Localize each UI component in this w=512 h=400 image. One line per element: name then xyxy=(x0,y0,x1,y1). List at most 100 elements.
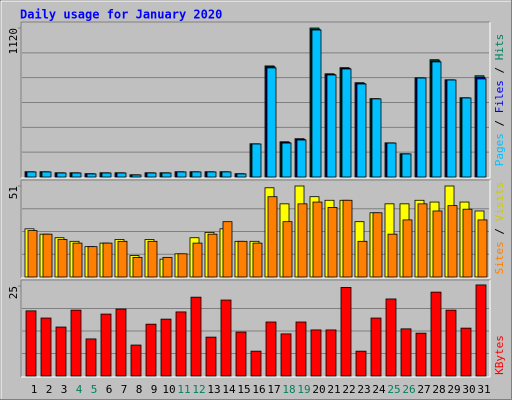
x-tick-label: 23 xyxy=(357,383,370,396)
bar xyxy=(40,317,52,377)
bar xyxy=(462,208,473,278)
bar xyxy=(476,78,487,178)
bar xyxy=(56,172,67,178)
bar xyxy=(220,299,232,377)
bar xyxy=(417,203,428,278)
legend-entry: Hits xyxy=(493,34,506,61)
legend: Pages / Files / Hits xyxy=(493,34,506,167)
bar xyxy=(86,173,97,178)
bar xyxy=(70,309,82,377)
x-tick-label: 5 xyxy=(91,383,98,396)
x-tick-label: 30 xyxy=(462,383,475,396)
bar xyxy=(190,296,202,377)
bar xyxy=(235,331,247,377)
bar xyxy=(146,172,157,178)
bar xyxy=(477,219,488,278)
bar xyxy=(237,240,248,278)
bar xyxy=(267,196,278,278)
bar xyxy=(176,171,187,178)
bar xyxy=(147,240,158,278)
bar xyxy=(250,350,262,377)
x-tick-label: 19 xyxy=(297,383,310,396)
bar xyxy=(131,174,142,178)
bar xyxy=(162,256,173,278)
bar xyxy=(340,287,352,377)
bar xyxy=(281,142,292,178)
bar xyxy=(475,284,487,377)
legend: Sites / Visits xyxy=(493,182,506,275)
bar xyxy=(432,210,443,278)
x-tick-label: 31 xyxy=(477,383,490,396)
bar xyxy=(370,317,382,377)
bar xyxy=(401,153,412,178)
bar xyxy=(100,313,112,377)
bar xyxy=(25,310,37,377)
bar xyxy=(445,309,457,377)
bar xyxy=(461,97,472,178)
x-tick-label: 13 xyxy=(207,383,220,396)
x-tick-label: 2 xyxy=(46,383,53,396)
bar xyxy=(192,242,203,278)
bar xyxy=(206,171,217,178)
x-tick-label: 8 xyxy=(136,383,143,396)
bar xyxy=(251,143,262,178)
bar xyxy=(117,240,128,278)
bar xyxy=(400,328,412,377)
bar xyxy=(371,98,382,178)
y-tick-label: 25 xyxy=(7,286,20,299)
bar xyxy=(326,74,337,178)
bar xyxy=(325,329,337,377)
x-tick-label: 4 xyxy=(76,383,83,396)
y-tick-label: 51 xyxy=(7,186,20,199)
bar xyxy=(145,323,157,377)
bar xyxy=(115,308,127,377)
x-tick-label: 1 xyxy=(31,383,38,396)
bar xyxy=(161,172,172,178)
x-tick-label: 21 xyxy=(327,383,340,396)
bar xyxy=(460,327,472,377)
bar xyxy=(431,61,442,178)
x-tick-label: 15 xyxy=(237,383,250,396)
bar xyxy=(177,253,188,278)
bar xyxy=(430,291,442,377)
bar xyxy=(282,221,293,278)
x-tick-label: 6 xyxy=(106,383,113,396)
bar xyxy=(296,139,307,178)
legend-entry: Files xyxy=(493,80,506,113)
bar xyxy=(266,67,277,178)
bar xyxy=(446,79,457,178)
bar xyxy=(402,219,413,278)
bar xyxy=(356,83,367,178)
legend-entry: Sites xyxy=(493,241,506,274)
bar xyxy=(130,344,142,377)
bar xyxy=(327,207,338,278)
x-tick-label: 16 xyxy=(252,383,265,396)
bar xyxy=(71,172,82,178)
bar xyxy=(447,205,458,278)
x-tick-label: 18 xyxy=(282,383,295,396)
bar xyxy=(295,321,307,377)
bar xyxy=(297,203,308,278)
bar xyxy=(385,298,397,377)
bar xyxy=(341,68,352,178)
bar xyxy=(342,199,353,278)
chart-title: Daily usage for January 2020 xyxy=(20,8,222,22)
bar xyxy=(175,311,187,377)
x-tick-label: 10 xyxy=(162,383,175,396)
bar xyxy=(27,230,38,278)
y-tick-label: 1120 xyxy=(7,28,20,55)
bar xyxy=(311,29,322,178)
legend-sep: / xyxy=(493,221,506,241)
x-tick-label: 29 xyxy=(447,383,460,396)
bar xyxy=(355,350,367,377)
legend-entry: Pages xyxy=(493,133,506,166)
legend-entry: KBytes xyxy=(493,335,506,375)
bar xyxy=(116,172,127,178)
x-tick-label: 3 xyxy=(61,383,68,396)
bar xyxy=(265,321,277,377)
legend-entry: Visits xyxy=(493,182,506,222)
bar xyxy=(205,336,217,377)
bar xyxy=(41,171,52,178)
bar xyxy=(252,242,263,278)
bar xyxy=(386,142,397,178)
